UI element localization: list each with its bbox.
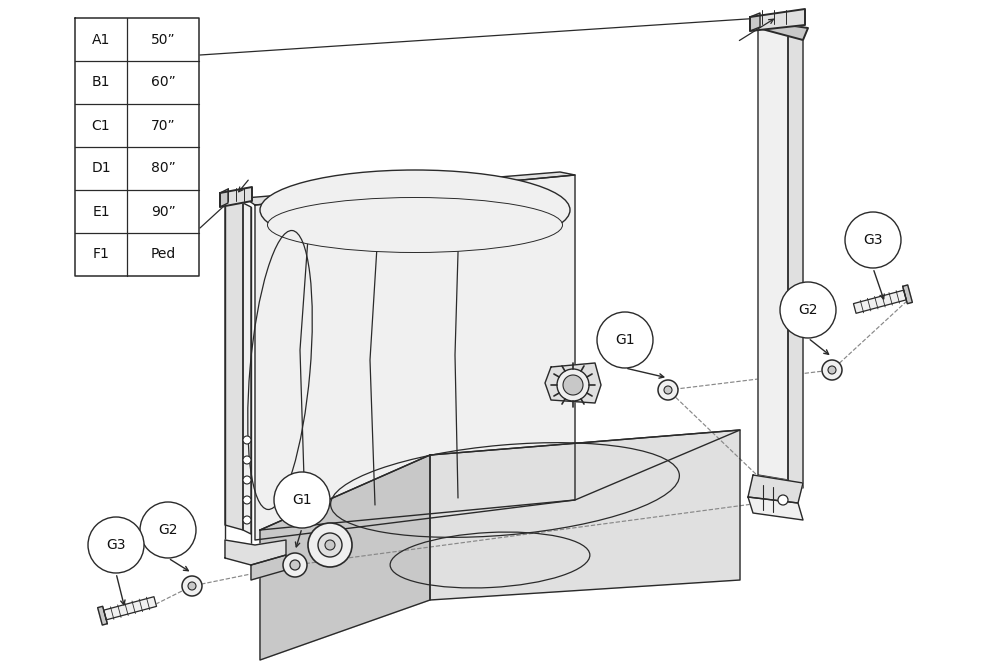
Text: 90”: 90” xyxy=(151,205,175,219)
Polygon shape xyxy=(260,455,430,660)
Polygon shape xyxy=(788,33,803,488)
Circle shape xyxy=(274,472,330,528)
Circle shape xyxy=(188,582,196,590)
Circle shape xyxy=(182,576,202,596)
Text: G3: G3 xyxy=(863,233,883,247)
Text: Ped: Ped xyxy=(150,247,176,261)
Circle shape xyxy=(845,212,901,268)
Text: A1: A1 xyxy=(92,33,110,47)
Text: G1: G1 xyxy=(615,333,635,347)
Circle shape xyxy=(283,553,307,577)
Text: C1: C1 xyxy=(92,119,110,133)
Circle shape xyxy=(290,560,300,570)
Polygon shape xyxy=(220,189,228,207)
Polygon shape xyxy=(750,13,760,31)
Polygon shape xyxy=(245,172,575,205)
Polygon shape xyxy=(75,18,199,276)
Polygon shape xyxy=(430,430,740,600)
Circle shape xyxy=(828,366,836,374)
Text: B1: B1 xyxy=(92,75,110,89)
Text: G2: G2 xyxy=(158,523,178,537)
Circle shape xyxy=(88,517,144,573)
Circle shape xyxy=(597,312,653,368)
Polygon shape xyxy=(545,363,601,403)
Circle shape xyxy=(664,386,672,394)
Circle shape xyxy=(557,369,589,401)
Text: 80”: 80” xyxy=(151,161,175,175)
Polygon shape xyxy=(98,606,107,625)
Polygon shape xyxy=(225,195,243,530)
Polygon shape xyxy=(260,430,740,530)
Polygon shape xyxy=(255,175,575,540)
Polygon shape xyxy=(243,203,251,534)
Circle shape xyxy=(243,476,251,484)
Text: 50”: 50” xyxy=(151,33,175,47)
Ellipse shape xyxy=(260,170,570,250)
Polygon shape xyxy=(748,497,803,520)
Text: 70”: 70” xyxy=(151,119,175,133)
Circle shape xyxy=(243,516,251,524)
Circle shape xyxy=(563,375,583,395)
Circle shape xyxy=(325,540,335,550)
Text: G2: G2 xyxy=(798,303,818,317)
Circle shape xyxy=(778,495,788,505)
Text: G3: G3 xyxy=(106,538,126,552)
Circle shape xyxy=(780,282,836,338)
Polygon shape xyxy=(758,28,788,480)
Circle shape xyxy=(318,533,342,557)
Polygon shape xyxy=(251,555,286,580)
Circle shape xyxy=(140,502,196,558)
Polygon shape xyxy=(753,20,808,40)
Text: E1: E1 xyxy=(92,205,110,219)
Polygon shape xyxy=(853,290,906,313)
Circle shape xyxy=(308,523,352,567)
Ellipse shape xyxy=(268,197,562,253)
Circle shape xyxy=(822,360,842,380)
Text: G1: G1 xyxy=(292,493,312,507)
Circle shape xyxy=(658,380,678,400)
Polygon shape xyxy=(750,9,805,31)
Polygon shape xyxy=(104,597,157,620)
Text: D1: D1 xyxy=(91,161,111,175)
Circle shape xyxy=(243,456,251,464)
Text: F1: F1 xyxy=(93,247,109,261)
Polygon shape xyxy=(903,285,912,303)
Circle shape xyxy=(243,436,251,444)
Circle shape xyxy=(243,496,251,504)
Polygon shape xyxy=(220,187,252,207)
Polygon shape xyxy=(225,540,286,565)
Text: 60”: 60” xyxy=(151,75,175,89)
Polygon shape xyxy=(748,475,803,503)
